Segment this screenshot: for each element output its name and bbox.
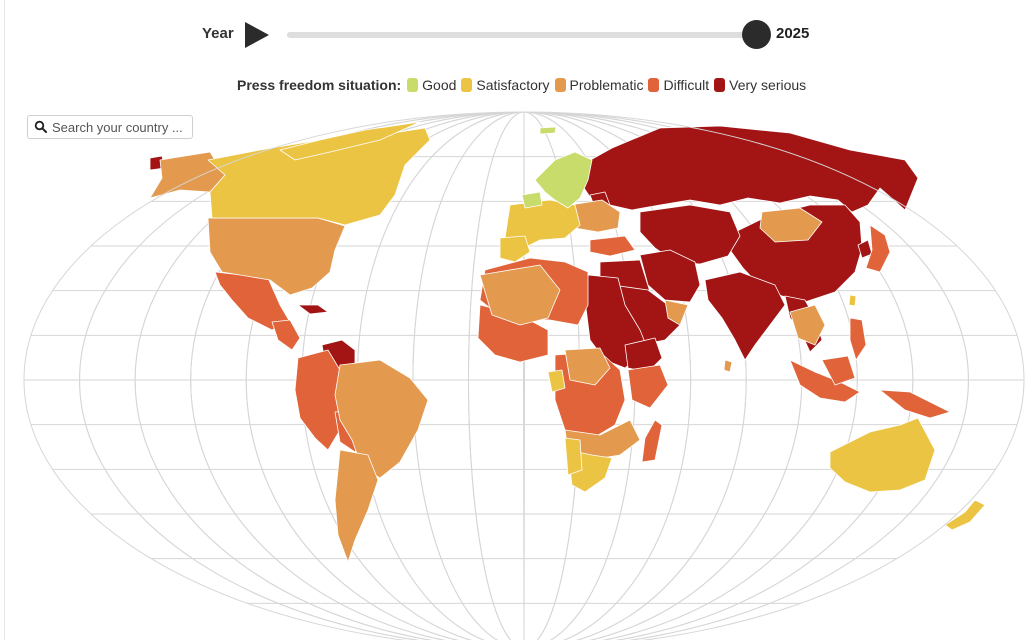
country-mexico[interactable] <box>214 271 291 331</box>
play-icon <box>245 22 269 48</box>
country-sahel[interactable] <box>479 264 561 326</box>
year-slider-fill <box>287 32 757 38</box>
legend-swatch-problematic <box>554 78 566 92</box>
country-greenland-islands[interactable] <box>279 121 421 161</box>
country-alaska[interactable] <box>149 151 226 199</box>
country-denmark-netherlands[interactable] <box>521 191 543 209</box>
country-usa[interactable] <box>207 217 346 296</box>
legend-label-difficult: Difficult <box>663 77 710 93</box>
country-namibia[interactable] <box>564 437 583 476</box>
country-new-zealand[interactable] <box>944 499 986 531</box>
country-nordics[interactable] <box>534 151 593 209</box>
year-value: 2025 <box>776 25 810 42</box>
graticule-meridian <box>190 112 858 640</box>
country-madagascar[interactable] <box>641 419 663 463</box>
country-india[interactable] <box>704 271 786 361</box>
country-central-america[interactable] <box>271 319 301 351</box>
year-label: Year <box>202 25 234 42</box>
country-australia[interactable] <box>829 417 936 493</box>
country-japan[interactable] <box>865 224 891 273</box>
country-peninsula-india-south[interactable] <box>723 359 733 373</box>
world-map <box>23 111 1025 640</box>
legend-item-satisfactory[interactable]: Satisfactory <box>461 77 550 93</box>
year-slider-handle[interactable] <box>742 20 771 49</box>
globe-outline <box>23 111 1025 640</box>
legend-swatch-good <box>407 78 419 92</box>
play-button[interactable] <box>244 21 270 49</box>
legend-label-very-serious: Very serious <box>729 77 807 93</box>
country-thailand-vietnam[interactable] <box>789 304 826 346</box>
countries[interactable] <box>149 121 986 563</box>
country-turkey[interactable] <box>589 235 636 257</box>
search-input[interactable] <box>52 119 192 135</box>
legend-item-problematic[interactable]: Problematic <box>554 77 644 93</box>
country-colombia-peru[interactable] <box>294 349 346 451</box>
country-gulf[interactable] <box>664 299 689 326</box>
legend-item-good[interactable]: Good <box>407 77 456 93</box>
legend-swatch-satisfactory <box>461 78 473 92</box>
legend-item-difficult[interactable]: Difficult <box>648 77 709 93</box>
legend-item-very-serious[interactable]: Very serious <box>714 77 806 93</box>
country-ivory-coast-ghana[interactable] <box>547 369 566 393</box>
page-divider <box>4 0 5 640</box>
year-slider-track[interactable] <box>287 32 757 38</box>
country-kenya-somalia[interactable] <box>627 364 669 409</box>
country-indonesia[interactable] <box>789 359 861 403</box>
search-icon <box>34 120 47 133</box>
legend-label-good: Good <box>422 77 457 93</box>
legend-swatch-very-serious <box>714 78 726 92</box>
country-taiwan-korea[interactable] <box>848 294 857 307</box>
graticule-meridian <box>79 112 969 640</box>
country-iran[interactable] <box>639 249 701 303</box>
country-brazil[interactable] <box>334 359 429 479</box>
graticule-meridian <box>523 112 525 640</box>
country-eritrea-ethiopia[interactable] <box>624 337 663 373</box>
country-cuba[interactable] <box>297 304 329 315</box>
country-papua[interactable] <box>879 389 951 419</box>
country-iberia[interactable] <box>499 235 531 263</box>
press-freedom-legend: Press freedom situation: Good Satisfacto… <box>237 77 811 93</box>
legend-title: Press freedom situation: <box>237 77 402 93</box>
country-search[interactable] <box>27 115 193 139</box>
graticule-meridian <box>134 112 914 640</box>
legend-label-satisfactory: Satisfactory <box>476 77 550 93</box>
country-argentina-chile[interactable] <box>334 449 379 563</box>
country-borneo[interactable] <box>821 355 856 386</box>
country-east-africa[interactable] <box>564 347 611 386</box>
legend-label-problematic: Problematic <box>569 77 644 93</box>
country-central-asia[interactable] <box>639 204 741 265</box>
legend-swatch-difficult <box>648 78 660 92</box>
country-iceland[interactable] <box>539 126 557 135</box>
country-mongolia[interactable] <box>759 207 823 243</box>
country-philippines[interactable] <box>849 317 867 361</box>
